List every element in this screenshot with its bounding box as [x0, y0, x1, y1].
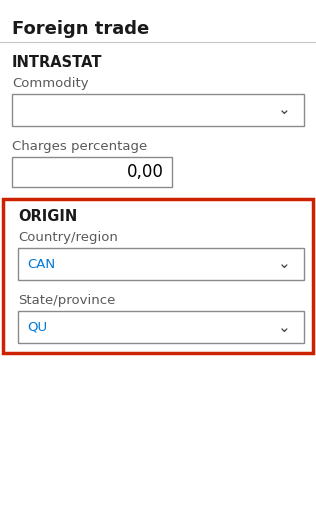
- Text: ⌄: ⌄: [278, 320, 290, 334]
- FancyBboxPatch shape: [18, 248, 304, 280]
- FancyBboxPatch shape: [12, 157, 172, 187]
- Text: Foreign trade: Foreign trade: [12, 20, 149, 38]
- Text: Country/region: Country/region: [18, 231, 118, 244]
- Text: CAN: CAN: [27, 258, 55, 270]
- FancyBboxPatch shape: [12, 94, 304, 126]
- FancyBboxPatch shape: [18, 311, 304, 343]
- Text: State/province: State/province: [18, 294, 115, 307]
- Text: ⌄: ⌄: [278, 103, 290, 117]
- Text: Charges percentage: Charges percentage: [12, 140, 147, 153]
- Text: ORIGIN: ORIGIN: [18, 209, 77, 224]
- Text: 0,00: 0,00: [127, 163, 164, 181]
- Text: Commodity: Commodity: [12, 77, 88, 90]
- Text: INTRASTAT: INTRASTAT: [12, 55, 102, 70]
- Text: QU: QU: [27, 321, 47, 333]
- Text: ⌄: ⌄: [278, 257, 290, 271]
